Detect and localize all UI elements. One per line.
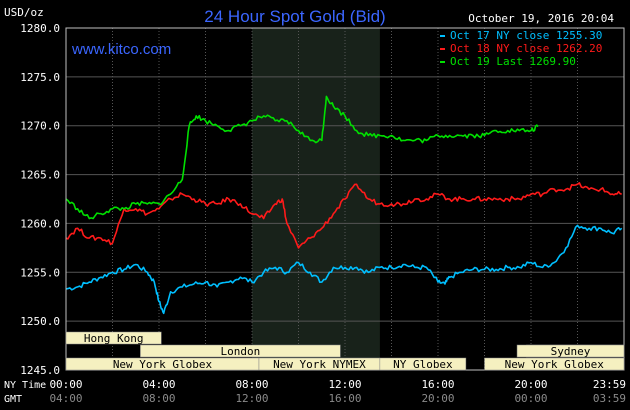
nymex-session-band xyxy=(252,28,380,370)
x-tick-label-gmt: 08:00 xyxy=(142,392,175,405)
y-tick-label: 1250.0 xyxy=(20,315,60,328)
x-tick-label-ny: 00:00 xyxy=(49,378,82,391)
x-tick-label-gmt: 04:00 xyxy=(49,392,82,405)
series-line-2 xyxy=(65,182,622,249)
y-tick-label: 1245.0 xyxy=(20,364,60,377)
session-label: NY Globex xyxy=(393,358,453,371)
legend-swatch xyxy=(440,61,445,63)
y-tick-label: 1275.0 xyxy=(20,71,60,84)
y-tick-label: 1265.0 xyxy=(20,169,60,182)
y-tick-label: 1270.0 xyxy=(20,120,60,133)
chart-title: 24 Hour Spot Gold (Bid) xyxy=(204,7,385,26)
x-tick-label-ny: 23:59 xyxy=(593,378,626,391)
watermark-text: www.kitco.com xyxy=(71,41,171,58)
ny-time-label: NY Time xyxy=(4,380,46,391)
y-tick-label: 1255.0 xyxy=(20,266,60,279)
x-tick-label-ny: 04:00 xyxy=(142,378,175,391)
session-label: New York Globex xyxy=(505,358,605,371)
session-label: Hong Kong xyxy=(84,332,144,345)
legend-entry: Oct 18 NY close 1262.20 xyxy=(450,42,602,55)
legend-entry: Oct 19 Last 1269.90 xyxy=(450,55,576,68)
series-line-1 xyxy=(65,224,623,315)
y-tick-label: 1280.0 xyxy=(20,22,60,35)
x-tick-label-gmt: 16:00 xyxy=(328,392,361,405)
x-tick-label-gmt: 12:00 xyxy=(235,392,268,405)
x-tick-label-ny: 16:00 xyxy=(421,378,454,391)
y-tick-label: 1260.0 xyxy=(20,217,60,230)
timestamp-label: October 19, 2016 20:04 xyxy=(468,12,614,25)
session-bar xyxy=(379,357,467,371)
session-bar xyxy=(516,344,625,358)
y-axis-unit-label: USD/oz xyxy=(4,6,44,19)
session-bar xyxy=(65,331,162,345)
x-tick-label-ny: 20:00 xyxy=(514,378,547,391)
legend-entry: Oct 17 NY close 1255.30 xyxy=(450,29,602,42)
x-tick-label-gmt: 03:59 xyxy=(593,392,626,405)
session-label: New York Globex xyxy=(113,358,213,371)
session-label: London xyxy=(221,345,261,358)
legend-swatch xyxy=(440,35,445,37)
x-tick-label-gmt: 20:00 xyxy=(421,392,454,405)
x-tick-label-ny: 12:00 xyxy=(328,378,361,391)
session-label: Sydney xyxy=(551,345,591,358)
x-tick-label-gmt: 00:00 xyxy=(514,392,547,405)
series-line-3 xyxy=(65,95,539,220)
gmt-label: GMT xyxy=(4,394,22,405)
x-tick-label-ny: 08:00 xyxy=(235,378,268,391)
legend-swatch xyxy=(440,48,445,50)
session-bar xyxy=(484,357,625,371)
session-bar xyxy=(140,344,341,358)
session-label: New York NYMEX xyxy=(273,358,366,371)
